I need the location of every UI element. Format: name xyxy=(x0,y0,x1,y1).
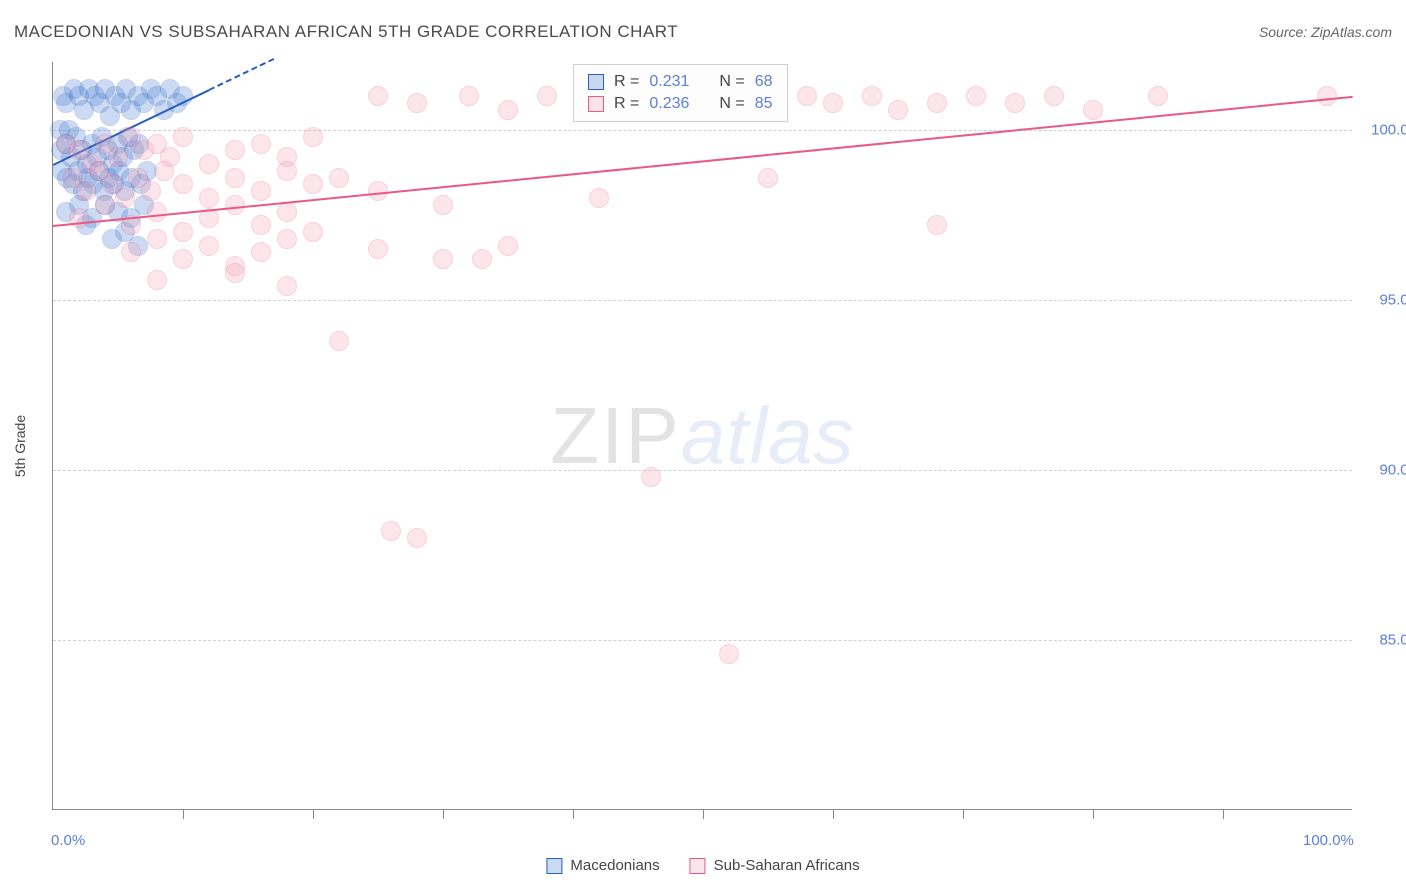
legend-item-subsaharan: Sub-Saharan Africans xyxy=(690,857,860,874)
gridline-horizontal xyxy=(53,470,1352,471)
data-point xyxy=(147,202,167,222)
data-point xyxy=(407,93,427,113)
data-point xyxy=(303,127,323,147)
x-tick xyxy=(443,809,444,819)
data-point xyxy=(368,239,388,259)
bottom-legend: Macedonians Sub-Saharan Africans xyxy=(546,857,859,874)
data-point xyxy=(251,134,271,154)
data-point xyxy=(173,127,193,147)
data-point xyxy=(433,195,453,215)
x-tick xyxy=(1093,809,1094,819)
swatch-macedonians xyxy=(546,858,562,874)
legend-swatch xyxy=(588,96,604,112)
data-point xyxy=(251,215,271,235)
data-point xyxy=(719,644,739,664)
data-point xyxy=(368,86,388,106)
plot-area: ZIPatlas 85.0%90.0%95.0%100.0%0.0%100.0%… xyxy=(52,62,1352,810)
data-point xyxy=(173,222,193,242)
data-point xyxy=(459,86,479,106)
x-tick xyxy=(313,809,314,819)
data-point xyxy=(966,86,986,106)
source-label: Source: ZipAtlas.com xyxy=(1259,24,1392,40)
data-point xyxy=(199,236,219,256)
y-tick-label: 100.0% xyxy=(1371,122,1406,139)
stats-legend-row: R =0.236N =85 xyxy=(588,93,773,115)
data-point xyxy=(1083,100,1103,120)
stats-legend: R =0.231N =68R =0.236N =85 xyxy=(573,64,788,122)
data-point xyxy=(147,270,167,290)
data-point xyxy=(277,161,297,181)
y-tick-label: 95.0% xyxy=(1379,292,1406,309)
data-point xyxy=(498,236,518,256)
data-point xyxy=(251,242,271,262)
x-tick-label: 100.0% xyxy=(1303,832,1354,849)
data-point xyxy=(95,195,115,215)
data-point xyxy=(303,222,323,242)
data-point xyxy=(1005,93,1025,113)
y-tick-label: 90.0% xyxy=(1379,462,1406,479)
data-point xyxy=(277,276,297,296)
data-point xyxy=(888,100,908,120)
x-tick xyxy=(1223,809,1224,819)
x-tick xyxy=(573,809,574,819)
x-tick xyxy=(833,809,834,819)
data-point xyxy=(823,93,843,113)
y-axis-label: 5th Grade xyxy=(12,415,28,477)
x-tick-label: 0.0% xyxy=(51,832,85,849)
x-tick xyxy=(963,809,964,819)
data-point xyxy=(199,154,219,174)
data-point xyxy=(173,249,193,269)
data-point xyxy=(407,528,427,548)
data-point xyxy=(277,229,297,249)
data-point xyxy=(199,188,219,208)
data-point xyxy=(225,195,245,215)
data-point xyxy=(115,188,135,208)
data-point xyxy=(147,229,167,249)
data-point xyxy=(76,181,96,201)
gridline-horizontal xyxy=(53,300,1352,301)
data-point xyxy=(589,188,609,208)
data-point xyxy=(381,521,401,541)
data-point xyxy=(154,161,174,181)
data-point xyxy=(69,208,89,228)
legend-swatch xyxy=(588,74,604,90)
data-point xyxy=(537,86,557,106)
data-point xyxy=(862,86,882,106)
data-point xyxy=(277,202,297,222)
data-point xyxy=(225,168,245,188)
data-point xyxy=(141,181,161,201)
data-point xyxy=(927,93,947,113)
data-point xyxy=(797,86,817,106)
data-point xyxy=(498,100,518,120)
data-point xyxy=(1044,86,1064,106)
watermark: ZIPatlas xyxy=(550,390,854,482)
gridline-horizontal xyxy=(53,130,1352,131)
data-point xyxy=(108,147,128,167)
data-point xyxy=(225,263,245,283)
data-point xyxy=(173,174,193,194)
data-point xyxy=(472,249,492,269)
x-tick xyxy=(183,809,184,819)
chart-title: MACEDONIAN VS SUBSAHARAN AFRICAN 5TH GRA… xyxy=(14,22,678,42)
data-point xyxy=(329,331,349,351)
data-point xyxy=(251,181,271,201)
y-tick-label: 85.0% xyxy=(1379,632,1406,649)
data-point xyxy=(121,242,141,262)
stats-legend-row: R =0.231N =68 xyxy=(588,71,773,93)
data-point xyxy=(303,174,323,194)
data-point xyxy=(433,249,453,269)
trend-line-extrapolated xyxy=(209,58,275,91)
x-tick xyxy=(703,809,704,819)
chart-header: MACEDONIAN VS SUBSAHARAN AFRICAN 5TH GRA… xyxy=(14,22,1392,42)
swatch-subsaharan xyxy=(690,858,706,874)
data-point xyxy=(758,168,778,188)
data-point xyxy=(329,168,349,188)
legend-item-macedonians: Macedonians xyxy=(546,857,659,874)
gridline-horizontal xyxy=(53,640,1352,641)
data-point xyxy=(927,215,947,235)
data-point xyxy=(225,140,245,160)
data-point xyxy=(641,467,661,487)
data-point xyxy=(1148,86,1168,106)
data-point xyxy=(1317,86,1337,106)
